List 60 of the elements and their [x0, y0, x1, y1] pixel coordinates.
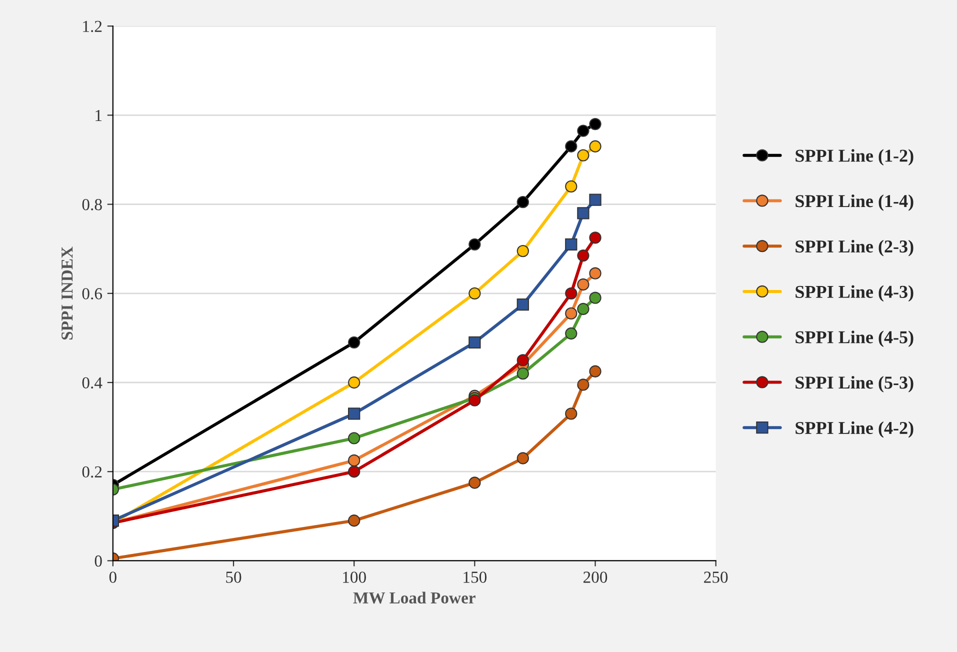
- point: [577, 207, 590, 220]
- point: [565, 307, 578, 320]
- point: [516, 452, 529, 464]
- point: [516, 245, 529, 258]
- point: [348, 432, 360, 444]
- point: [348, 454, 360, 467]
- legend-label: SPPI Line (5-3): [796, 376, 914, 392]
- x-tick-label: 50: [226, 572, 242, 583]
- legend-label: SPPI Line (2-3): [796, 240, 914, 256]
- point: [577, 278, 590, 291]
- point: [577, 378, 590, 391]
- point: [565, 327, 578, 340]
- x-tick-label: 150: [464, 572, 487, 583]
- point: [468, 476, 481, 489]
- legend-label: SPPI Line (4-2): [796, 421, 914, 438]
- y-tick-label: 0.4: [82, 377, 102, 389]
- point: [468, 336, 481, 348]
- point: [565, 287, 578, 300]
- point: [348, 376, 360, 389]
- point: [348, 336, 360, 348]
- point: [589, 267, 602, 280]
- point: [516, 298, 529, 311]
- point: [589, 232, 602, 244]
- point: [565, 180, 578, 193]
- point: [565, 140, 578, 152]
- point: [589, 140, 602, 152]
- x-tick-label: 0: [109, 572, 116, 583]
- y-tick-label: 1.2: [83, 20, 102, 32]
- legend-label: SPPI Line (4-3): [796, 285, 914, 302]
- y-tick-label: 0.2: [82, 466, 102, 478]
- legend-label: SPPI Line (4-5): [796, 330, 914, 348]
- y-axis-title: SPPI INDEX: [62, 246, 73, 340]
- x-tick-label: 250: [704, 572, 728, 583]
- point: [577, 302, 590, 316]
- point: [589, 118, 602, 130]
- point: [577, 124, 590, 137]
- point: [348, 408, 360, 420]
- y-tick-label: 0.8: [82, 198, 102, 210]
- point: [589, 365, 602, 378]
- point: [589, 194, 602, 206]
- x-tick-label: 200: [583, 572, 608, 583]
- point: [348, 514, 360, 527]
- point: [516, 196, 529, 208]
- y-tick-label: 0: [94, 555, 102, 567]
- point: [516, 368, 529, 380]
- point: [348, 466, 360, 478]
- legend-label: SPPI Line (1-4): [796, 194, 914, 211]
- x-tick-label: 100: [343, 572, 366, 583]
- point: [468, 287, 481, 300]
- y-tick-label: 1: [96, 110, 102, 121]
- point: [468, 238, 481, 250]
- point: [589, 292, 602, 304]
- y-tick-label: 0.6: [82, 288, 102, 300]
- legend-label: SPPI Line (1-2): [796, 149, 914, 166]
- point: [565, 408, 578, 420]
- point: [577, 149, 590, 162]
- point: [516, 354, 529, 366]
- x-axis-title: MW Load Power: [353, 592, 476, 604]
- point: [577, 249, 590, 262]
- point: [565, 238, 578, 250]
